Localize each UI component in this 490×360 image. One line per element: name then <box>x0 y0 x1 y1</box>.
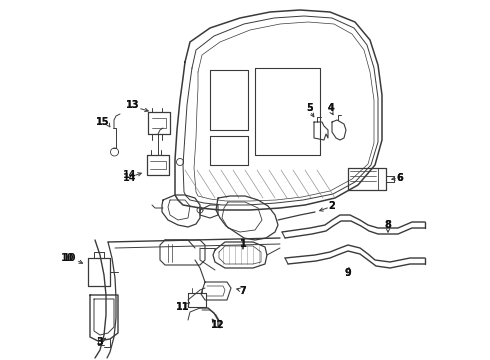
Text: 4: 4 <box>328 103 334 113</box>
Text: 10: 10 <box>61 253 75 263</box>
Text: 12: 12 <box>211 320 225 330</box>
Text: 11: 11 <box>176 302 190 312</box>
Text: 7: 7 <box>240 286 246 296</box>
Text: 3: 3 <box>97 337 103 347</box>
Text: 6: 6 <box>396 173 403 183</box>
Text: 8: 8 <box>385 220 392 230</box>
Text: 4: 4 <box>328 103 334 113</box>
Text: 8: 8 <box>385 220 392 230</box>
Text: 13: 13 <box>126 100 140 110</box>
Text: 15: 15 <box>96 117 110 127</box>
Text: 3: 3 <box>97 337 103 347</box>
Text: 12: 12 <box>211 320 225 330</box>
Text: 6: 6 <box>396 173 403 183</box>
Text: 5: 5 <box>307 103 314 113</box>
Text: 11: 11 <box>176 302 190 312</box>
Text: 14: 14 <box>123 173 137 183</box>
Text: 15: 15 <box>96 117 110 127</box>
Text: 2: 2 <box>329 201 335 211</box>
Text: 1: 1 <box>240 239 246 249</box>
Text: 13: 13 <box>126 100 140 110</box>
Text: 1: 1 <box>240 239 246 249</box>
Text: 2: 2 <box>329 201 335 211</box>
Text: 9: 9 <box>344 268 351 278</box>
Text: 9: 9 <box>344 268 351 278</box>
Text: 10: 10 <box>63 253 77 263</box>
Text: 5: 5 <box>307 103 314 113</box>
Text: 7: 7 <box>240 286 246 296</box>
Text: 14: 14 <box>123 170 137 180</box>
